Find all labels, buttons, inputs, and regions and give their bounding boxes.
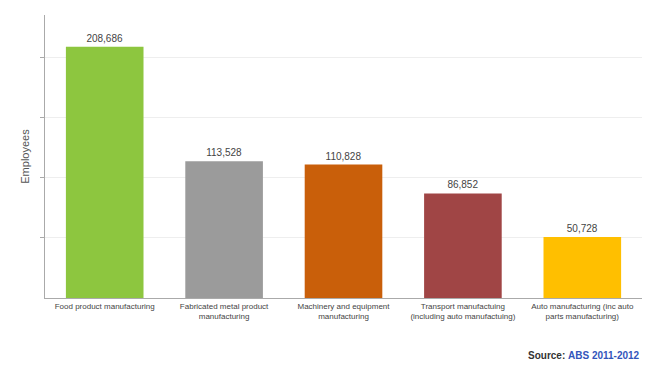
- svg-text:113,528: 113,528: [206, 147, 242, 158]
- svg-text:86,852: 86,852: [447, 179, 478, 190]
- svg-text:Transport manufactuing(includi: Transport manufactuing(including auto ma…: [410, 302, 515, 321]
- svg-text:Source: ABS 2011-2012: Source: ABS 2011-2012: [528, 350, 640, 361]
- svg-text:Employees: Employees: [19, 129, 31, 184]
- svg-text:110,828: 110,828: [326, 151, 362, 162]
- svg-text:Auto manufacturing (inc autopa: Auto manufacturing (inc autoparts manufa…: [531, 302, 634, 321]
- svg-text:50,728: 50,728: [567, 223, 598, 234]
- svg-text:Machinery and equipmentmanufac: Machinery and equipmentmanufacturing: [297, 302, 390, 321]
- svg-text:Fabricated metal productmanufa: Fabricated metal productmanufacturing: [180, 302, 269, 321]
- svg-text:208,686: 208,686: [86, 33, 123, 44]
- svg-text:Food product manufacturing: Food product manufacturing: [55, 302, 155, 311]
